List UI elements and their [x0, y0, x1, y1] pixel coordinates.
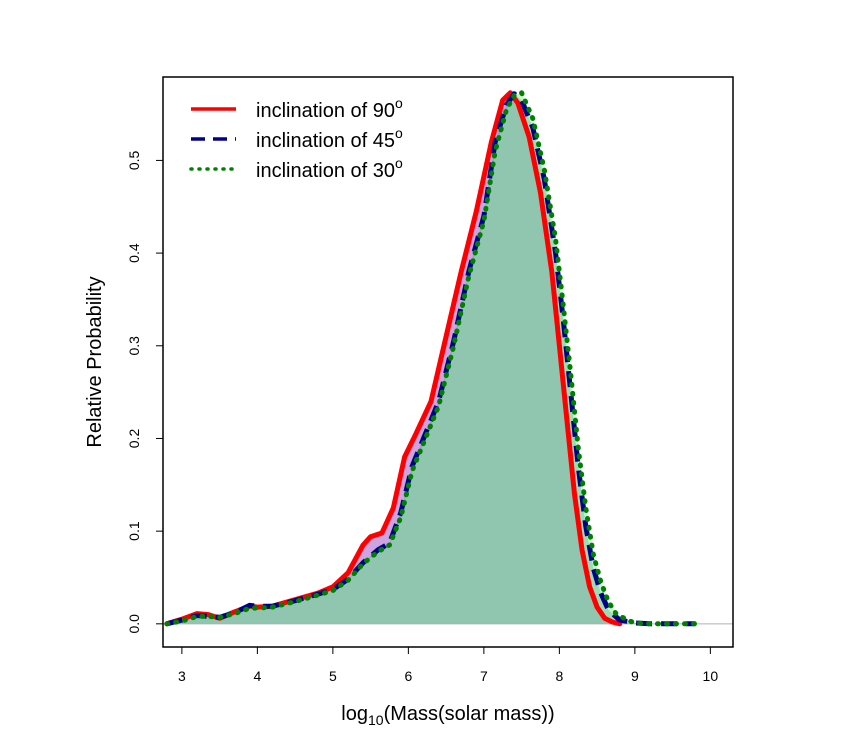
x-tick-label: 7 — [480, 668, 488, 684]
legend-label-text: inclination of 90 — [256, 100, 395, 122]
legend-label-superscript: o — [395, 125, 403, 141]
x-tick-label: 9 — [631, 668, 639, 684]
legend-label-text: inclination of 45 — [256, 130, 395, 152]
y-tick-label: 0.1 — [126, 521, 142, 541]
x-tick-label: 6 — [404, 668, 412, 684]
x-axis-title: log10(Mass(solar mass)) — [341, 703, 554, 728]
density-fills — [166, 92, 696, 624]
y-axis: 0.0 0.1 0.2 0.3 0.4 0.5 — [126, 150, 163, 634]
series-line-2 — [166, 91, 696, 627]
x-axis-title-rest: (Mass(solar mass)) — [384, 703, 555, 725]
series-fill-3 — [166, 92, 696, 624]
legend-label-superscript: o — [395, 155, 403, 171]
y-tick-label: 0.3 — [126, 336, 142, 356]
x-tick-label: 3 — [178, 668, 186, 684]
legend-label-1: inclination of 90o — [256, 95, 403, 122]
x-axis: 3 4 5 6 7 8 9 10 — [178, 647, 718, 684]
legend-label-superscript: o — [395, 95, 403, 111]
density-lines — [164, 90, 698, 627]
y-tick-label: 0.2 — [126, 429, 142, 449]
y-tick-label: 0.0 — [126, 614, 142, 634]
y-tick-label: 0.5 — [126, 150, 142, 170]
legend-label-2: inclination of 45o — [256, 125, 403, 152]
plot-frame — [162, 76, 734, 648]
x-tick-label: 4 — [253, 668, 261, 684]
x-axis-title-main: log — [341, 703, 368, 725]
x-tick-label: 10 — [703, 668, 719, 684]
x-tick-label: 5 — [329, 668, 337, 684]
x-tick-label: 8 — [555, 668, 563, 684]
x-axis-title-subscript: 10 — [368, 712, 384, 728]
y-axis-title: Relative Probability — [84, 276, 106, 447]
legend-label-text: inclination of 30 — [256, 160, 395, 182]
legend-label-3: inclination of 30o — [256, 155, 403, 182]
y-tick-label: 0.4 — [126, 243, 142, 263]
